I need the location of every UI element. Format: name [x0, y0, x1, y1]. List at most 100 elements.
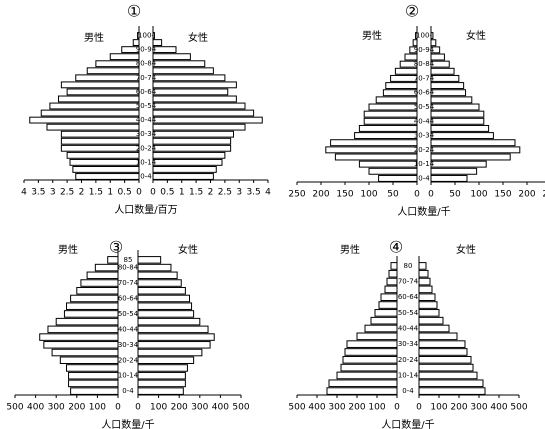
- legend-female: 女性: [178, 243, 198, 256]
- x-tick-label: 200: [348, 403, 365, 413]
- bar-female: [137, 302, 193, 310]
- bar-male: [382, 89, 418, 97]
- bar-male: [60, 137, 140, 145]
- bar-male: [70, 387, 119, 395]
- age-label: 30-34: [398, 340, 419, 348]
- chart-title: ①: [127, 2, 141, 21]
- bar-female: [152, 95, 237, 103]
- bar-male: [86, 67, 140, 75]
- legend-female: 女性: [466, 29, 486, 42]
- x-tick-label: 300: [328, 403, 345, 413]
- bar-male: [76, 286, 119, 295]
- bar-female: [152, 39, 163, 46]
- x-tick-label: 100: [150, 403, 167, 413]
- x-tick-label: 200: [518, 190, 535, 200]
- bar-female: [152, 60, 206, 68]
- bar-male: [80, 279, 119, 287]
- x-tick-label: 3.5: [246, 188, 260, 198]
- bar-male: [346, 340, 398, 348]
- x-tick-label: 250: [288, 190, 305, 200]
- bar-female: [430, 39, 437, 47]
- bar-female: [152, 53, 191, 61]
- bar-male: [39, 333, 119, 341]
- bar-female: [137, 364, 188, 372]
- bar-male: [325, 146, 418, 154]
- bar-female: [430, 160, 487, 168]
- bar-female: [418, 340, 466, 348]
- bar-male: [29, 116, 140, 124]
- bar-male: [385, 82, 418, 90]
- bar-female: [430, 53, 445, 61]
- legend-male: 男性: [362, 29, 382, 42]
- bar-male: [412, 39, 418, 47]
- bar-female: [430, 117, 485, 125]
- bar-male: [40, 109, 140, 117]
- x-tick-label: 1: [179, 188, 185, 198]
- x-tick-label: 200: [450, 403, 467, 413]
- age-label: 10-14: [398, 371, 419, 379]
- bar-female: [430, 139, 516, 147]
- age-label: 70-74: [398, 278, 419, 286]
- bar-female: [152, 151, 226, 159]
- bar-female: [152, 81, 237, 89]
- age-label: 80: [404, 262, 413, 270]
- x-tick-label: 0.5: [160, 188, 174, 198]
- x-tick-label: 500: [232, 403, 249, 413]
- bar-female: [418, 269, 429, 278]
- bar-female: [152, 109, 255, 117]
- x-tick-label: 100: [368, 403, 385, 413]
- bar-male: [75, 173, 140, 180]
- age-label: 60-64: [136, 88, 157, 96]
- x-tick-label: 3.5: [31, 188, 45, 198]
- bar-female: [152, 102, 246, 110]
- x-tick-label: 150: [494, 190, 511, 200]
- bar-male: [66, 88, 140, 96]
- bar-female: [152, 130, 234, 138]
- x-tick-label: 200: [171, 403, 188, 413]
- bar-female: [152, 88, 229, 96]
- chart-title: ④: [389, 238, 403, 257]
- age-label: 20-24: [398, 356, 419, 364]
- legend-female: 女性: [188, 31, 208, 44]
- bar-female: [418, 262, 427, 270]
- bar-male: [380, 293, 398, 302]
- age-label: 80-84: [414, 60, 435, 68]
- age-label: 40-44: [118, 325, 139, 333]
- bar-female: [418, 285, 433, 294]
- bar-male: [388, 269, 398, 278]
- age-label: 70-74: [136, 74, 157, 82]
- age-label: 10-14: [136, 158, 157, 166]
- x-tick-label: 3: [236, 188, 242, 198]
- age-label: 50-54: [118, 310, 139, 318]
- bar-female: [418, 324, 450, 333]
- age-label: 40-44: [398, 325, 419, 333]
- age-label: 90-94: [136, 46, 157, 54]
- bar-male: [132, 39, 140, 46]
- x-tick-label: 0: [414, 190, 420, 200]
- bar-male: [375, 96, 418, 104]
- age-label: 100-: [416, 32, 432, 40]
- bar-female: [152, 144, 232, 152]
- bar-male: [72, 166, 140, 173]
- bar-male: [68, 379, 119, 388]
- bar-female: [152, 123, 246, 131]
- bar-female: [430, 74, 460, 82]
- bar-male: [368, 103, 418, 111]
- bar-female: [418, 316, 444, 325]
- bar-female: [430, 146, 521, 154]
- bar-male: [66, 364, 119, 372]
- age-label: 50-54: [136, 102, 157, 110]
- bar-female: [152, 67, 214, 75]
- bar-male: [340, 363, 398, 372]
- bar-male: [70, 294, 119, 303]
- x-tick-label: 400: [308, 403, 325, 413]
- age-label: 0-4: [140, 172, 152, 180]
- bar-male: [60, 81, 140, 89]
- bar-male: [390, 262, 398, 270]
- bar-male: [86, 271, 119, 280]
- x-tick-label: 100: [360, 190, 377, 200]
- bar-male: [46, 123, 140, 131]
- x-tick-label: 0.5: [117, 188, 131, 198]
- x-tick-label: 200: [312, 190, 329, 200]
- x-tick-label: 50: [387, 190, 399, 200]
